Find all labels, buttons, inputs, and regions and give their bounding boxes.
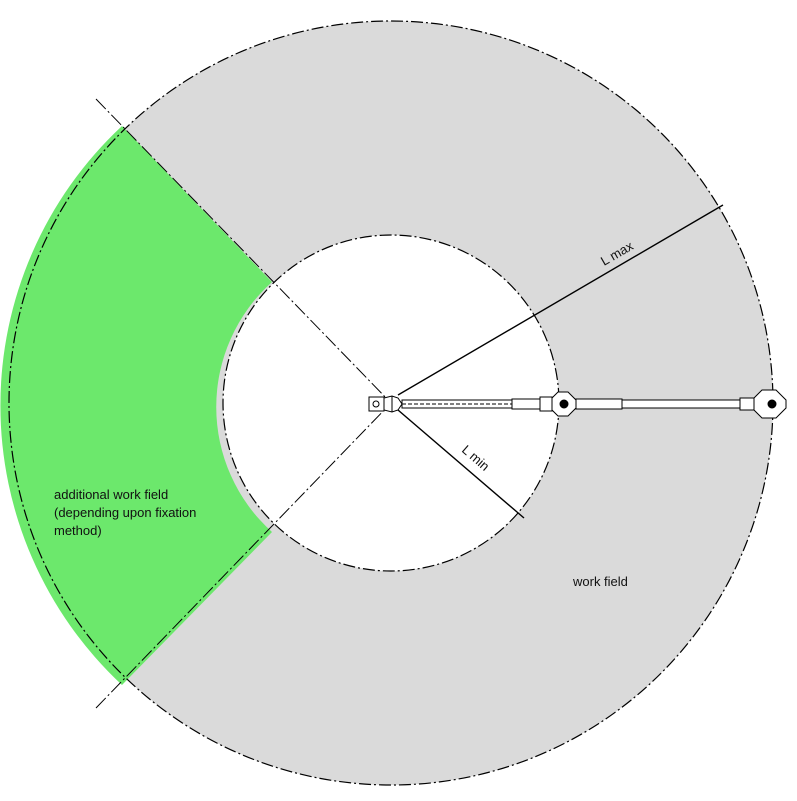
shaft-tube-long [575, 398, 623, 410]
drive-shaft [368, 389, 787, 419]
shaft-base-block [368, 396, 385, 412]
additional-work-field-label-line2: (depending upon fixation [54, 505, 196, 520]
left-joint [383, 395, 403, 413]
additional-work-field-label-line3: method) [54, 523, 102, 538]
work-field-label: work field [572, 574, 628, 589]
l-max-line [397, 204, 724, 396]
additional-work-field-label-line1: additional work field [54, 487, 168, 502]
lower-sector-boundary [95, 402, 392, 709]
l-min-line [397, 409, 525, 519]
upper-sector-boundary [95, 98, 392, 404]
additional-work-field-area [0, 126, 273, 685]
